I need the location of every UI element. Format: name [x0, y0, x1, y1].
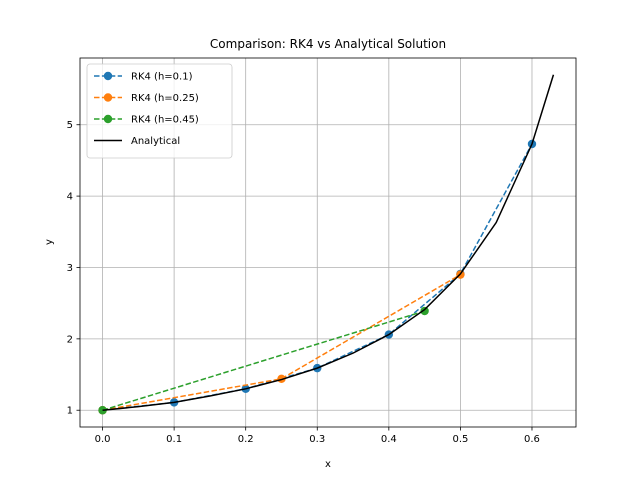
data-point [420, 306, 429, 316]
x-tick-label: 0.1 [166, 434, 182, 445]
x-tick-label: 0.2 [238, 434, 254, 445]
y-tick-label: 3 [67, 263, 73, 274]
legend-box [86, 63, 233, 159]
series-line [102, 310, 425, 411]
y-tick-label: 2 [67, 334, 73, 345]
x-tick-label: 0.3 [309, 434, 325, 445]
legend-label: Analytical [131, 136, 180, 147]
legend-label: RK4 (h=0.25) [131, 93, 199, 104]
legend-item: RK4 (h=0.45) [94, 115, 199, 126]
x-tick-label: 0.0 [95, 434, 111, 445]
plot-frame [79, 57, 577, 428]
series-3 [102, 74, 555, 411]
data-point [98, 406, 107, 415]
x-tick-label: 0.6 [524, 434, 540, 445]
axis-ticks: 0.0 0.1 0.2 0.3 0.4 0.5 0.6 1 2 3 4 5 [67, 120, 540, 445]
x-tick-label: 0.4 [381, 434, 397, 445]
y-tick-label: 1 [67, 406, 73, 417]
y-tick-label: 5 [67, 120, 73, 131]
series-layer [98, 74, 555, 415]
chart-title: Comparison: RK4 vs Analytical Solution [210, 37, 446, 51]
y-axis-label: y [44, 239, 55, 245]
x-tick-label: 0.5 [452, 434, 468, 445]
legend-label: RK4 (h=0.45) [131, 115, 199, 126]
legend-marker [103, 114, 113, 124]
series-line [102, 74, 555, 411]
y-tick-label: 4 [67, 192, 73, 203]
legend-item: RK4 (h=0.1) [94, 72, 193, 83]
legend-item: Analytical [94, 136, 180, 147]
legend: RK4 (h=0.1) RK4 (h=0.25) RK4 (h=0.45) Analy… [86, 63, 233, 159]
x-axis-label: x [325, 459, 331, 470]
series-line [102, 273, 461, 411]
legend-marker [103, 71, 113, 81]
grid [80, 58, 576, 427]
legend-item: RK4 (h=0.25) [94, 93, 199, 104]
legend-marker [103, 93, 113, 102]
legend-label: RK4 (h=0.1) [131, 72, 193, 83]
series-2 [98, 306, 429, 415]
